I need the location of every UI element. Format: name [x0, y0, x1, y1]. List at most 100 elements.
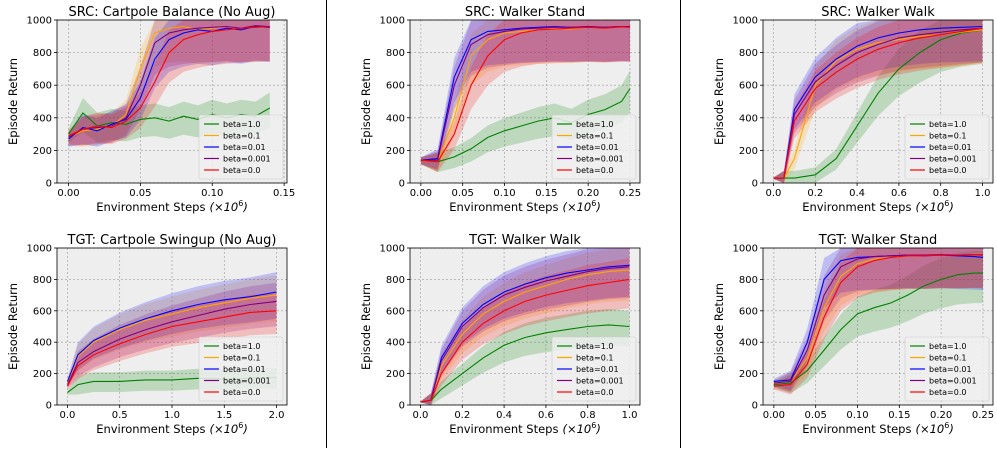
legend-label: beta=0.001 — [223, 377, 271, 386]
legend-label: beta=0.01 — [929, 365, 972, 374]
y-tick-label: 0 — [752, 179, 758, 190]
x-axis-label-exponent: 6 — [944, 421, 949, 430]
legend-label: beta=0.1 — [929, 132, 966, 141]
legend-label: beta=0.001 — [576, 155, 624, 164]
series-line-2 — [66, 294, 277, 384]
y-tick-label: 200 — [33, 146, 52, 157]
y-tick-label: 1000 — [733, 244, 758, 255]
x-axis-label: Environment Steps (×106) — [96, 421, 248, 436]
x-axis-label-close: ) — [595, 422, 601, 436]
y-tick-label: 0 — [399, 179, 405, 190]
y-tick-label: 400 — [33, 338, 52, 349]
legend: beta=1.0 beta=0.1 beta=0.01 beta=0.001 beta=… — [551, 336, 637, 402]
y-tick-label: 0 — [399, 401, 405, 412]
plot-frame — [762, 19, 994, 184]
x-axis-label-close: ) — [948, 422, 954, 436]
series-band-2 — [68, 20, 270, 147]
legend-label: beta=0.001 — [576, 377, 624, 386]
legend-label: beta=1.0 — [223, 342, 260, 351]
series-band-5 — [773, 248, 983, 395]
legend: beta=1.0 beta=0.1 beta=0.01 beta=0.001 beta=… — [904, 336, 990, 402]
legend-box — [551, 114, 637, 180]
legend-box — [198, 336, 284, 402]
legend-label: beta=0.01 — [929, 143, 972, 152]
y-tick-label: 600 — [33, 81, 52, 92]
y-tick-label: 200 — [739, 146, 758, 157]
x-axis-label: Environment Steps (×106) — [449, 199, 601, 214]
x-tick-label: 0.8 — [580, 410, 596, 421]
legend-label: beta=0.001 — [929, 377, 977, 386]
chart-panel-2: 0.00 0.05 0.10 0.15 0.20 0.25 0 200 400 600 800 100… — [359, 5, 641, 214]
y-axis-label: Episode Return — [712, 58, 726, 145]
x-tick-label: 0.8 — [933, 188, 949, 199]
y-tick-label: 200 — [739, 369, 758, 380]
y-tick-label: 1000 — [380, 16, 405, 27]
x-tick-label: 0.0 — [413, 410, 429, 421]
legend-label: beta=0.1 — [223, 132, 260, 141]
y-axis-label: Episode Return — [712, 283, 726, 370]
legend: beta=1.0 beta=0.1 beta=0.01 beta=0.001 beta=… — [551, 114, 637, 180]
legend-label: beta=0.01 — [223, 365, 266, 374]
series-band-3 — [67, 272, 277, 386]
series-line-1 — [420, 88, 631, 163]
plot-frame — [409, 247, 641, 406]
x-axis-label-exponent: 6 — [591, 421, 596, 430]
series-line-3 — [66, 291, 277, 382]
x-axis-label-text: Environment Steps — [96, 200, 205, 214]
x-axis-label-text: Environment Steps — [449, 200, 558, 214]
x-tick-label: 0.05 — [805, 410, 827, 421]
x-tick-label: 0.10 — [846, 410, 868, 421]
x-tick-label: 0.05 — [452, 188, 474, 199]
x-axis-label-unit: (×10 — [915, 200, 944, 214]
series-line-1 — [773, 272, 983, 386]
x-axis-label: Environment Steps (×106) — [449, 421, 601, 436]
legend: beta=1.0 beta=0.1 beta=0.01 beta=0.001 beta=… — [198, 114, 284, 180]
plot-frame — [409, 19, 641, 184]
y-tick-label: 1000 — [27, 244, 52, 255]
x-axis-label-close: ) — [242, 200, 248, 214]
series-line-5 — [420, 26, 631, 163]
x-tick-label: 0.6 — [891, 188, 907, 199]
y-tick-label: 1000 — [733, 16, 758, 27]
x-axis-label-unit: (×10 — [209, 200, 238, 214]
series-band-2 — [420, 20, 630, 173]
legend-label: beta=0.0 — [223, 166, 260, 175]
series-band-1 — [773, 251, 983, 394]
chart-panel-5: 0.0 0.2 0.4 0.6 0.8 1.0 0 200 400 600 800 1000 TGT: … — [359, 233, 641, 436]
x-tick-label: 0.10 — [493, 188, 515, 199]
chart-title: SRC: Cartpole Balance (No Aug) — [69, 5, 276, 20]
y-tick-label: 600 — [33, 306, 52, 317]
x-axis-label-unit: (×10 — [562, 422, 591, 436]
legend-label: beta=1.0 — [929, 342, 966, 351]
chart-title: TGT: Cartpole Swingup (No Aug) — [67, 233, 277, 248]
x-axis-label-close: ) — [595, 200, 601, 214]
y-tick-label: 400 — [386, 338, 405, 349]
x-tick-label: 0.0 — [60, 410, 76, 421]
x-axis-label-unit: (×10 — [915, 422, 944, 436]
series-line-5 — [67, 310, 277, 387]
series-line-4 — [420, 25, 631, 161]
x-axis-label-text: Environment Steps — [802, 200, 911, 214]
x-tick-label: 0.00 — [57, 188, 79, 199]
series-line-5 — [773, 27, 983, 179]
legend-box — [904, 336, 990, 402]
legend-label: beta=0.0 — [223, 388, 260, 397]
y-tick-label: 1000 — [27, 16, 52, 27]
x-tick-label: 1.0 — [164, 410, 180, 421]
y-tick-label: 200 — [386, 369, 405, 380]
y-tick-label: 400 — [739, 113, 758, 124]
column-divider-left — [326, 0, 327, 448]
legend-box — [904, 114, 990, 180]
y-tick-label: 800 — [739, 275, 758, 286]
x-tick-label: 0.15 — [535, 188, 557, 199]
x-tick-label: 0.00 — [763, 410, 785, 421]
x-axis-label: Environment Steps (×106) — [802, 199, 954, 214]
chart-title: SRC: Walker Walk — [821, 5, 935, 20]
series-band-5 — [420, 20, 630, 173]
legend: beta=1.0 beta=0.1 beta=0.01 beta=0.001 beta=… — [904, 114, 990, 180]
series-line-4 — [67, 300, 277, 385]
series-band-4 — [68, 20, 270, 146]
plot-frame — [762, 247, 994, 406]
legend-label: beta=0.01 — [576, 365, 619, 374]
x-axis-label: Environment Steps (×106) — [96, 199, 248, 214]
